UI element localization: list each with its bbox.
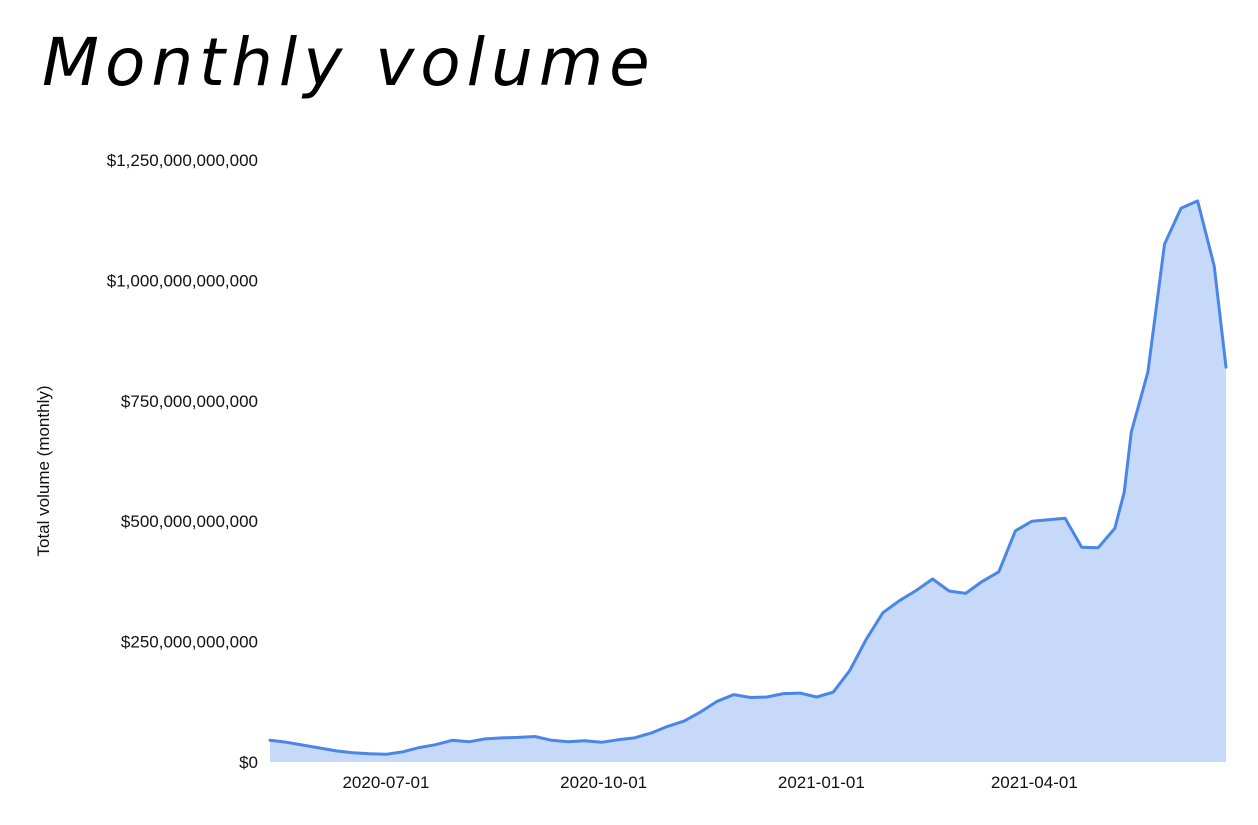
plot-area (268, 199, 1228, 762)
y-tick-label: $1,250,000,000,000 (107, 151, 258, 170)
y-axis-label: Total volume (monthly) (34, 385, 53, 556)
x-tick-label: 2020-10-01 (560, 773, 647, 792)
x-tick-label: 2021-01-01 (778, 773, 865, 792)
x-tick-label: 2020-07-01 (342, 773, 429, 792)
y-tick-label: $500,000,000,000 (121, 512, 258, 531)
y-tick-label: $0 (239, 753, 258, 772)
x-tick-label: 2021-04-01 (991, 773, 1078, 792)
y-tick-label: $750,000,000,000 (121, 392, 258, 411)
series-line (268, 199, 1228, 756)
y-tick-label: $1,000,000,000,000 (107, 271, 258, 290)
y-tick-label: $250,000,000,000 (121, 633, 258, 652)
series-area-fill (270, 200, 1226, 762)
x-axis-ticks: 2020-07-01 2020-10-01 2021-01-01 2021-04-01 (342, 773, 1077, 792)
y-axis-ticks: $0 $250,000,000,000 $500,000,000,000 $750,0… (107, 151, 258, 772)
chart-title: Monthly volume (42, 24, 656, 101)
